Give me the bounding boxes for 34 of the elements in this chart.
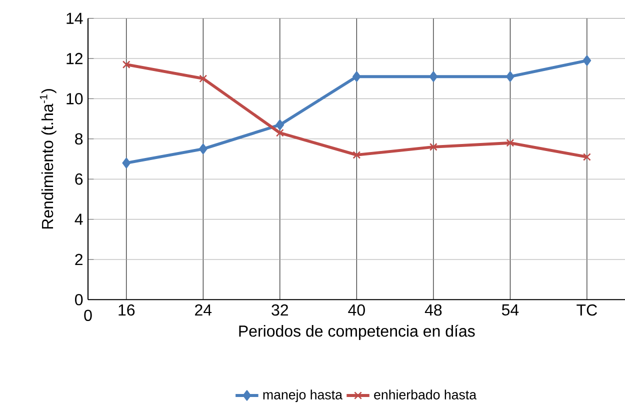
point <box>122 158 131 168</box>
y-tick-label: 4 <box>74 214 83 225</box>
point <box>352 71 361 82</box>
point <box>429 142 438 151</box>
point <box>506 71 514 82</box>
point <box>276 119 284 130</box>
y-axis-title: Rendimiento (t.ha$^{-1}$) <box>40 89 56 229</box>
y-tick-label: 10 <box>66 93 83 104</box>
point <box>506 138 514 147</box>
x-tick-label: 24 <box>195 304 212 316</box>
legend-label: enhierbado hasta <box>374 390 477 400</box>
text: 0 <box>84 310 92 322</box>
point <box>122 60 130 69</box>
y-tick-label: 12 <box>66 52 82 64</box>
point <box>276 128 284 137</box>
point <box>352 151 361 159</box>
x-tick-label: 48 <box>424 304 442 316</box>
x-tick-label: 40 <box>348 304 365 316</box>
point <box>582 55 592 66</box>
y-tick-label: 2 <box>75 254 82 266</box>
x-tick-label: 16 <box>118 304 135 316</box>
x-tick-label: 54 <box>502 304 519 316</box>
y-tick-label: 6 <box>75 173 83 185</box>
y-tick-label: 0 <box>75 294 83 306</box>
point <box>198 144 208 154</box>
x-axis-title: Periodos de competencia en días <box>239 324 475 340</box>
x-tick-label: 32 <box>272 304 288 316</box>
y-tick-label: 8 <box>75 133 83 145</box>
point <box>199 74 208 83</box>
x-tick-label: TC <box>576 304 597 316</box>
legend-label: manejo hasta <box>263 390 342 402</box>
y-tick-label: 14 <box>66 12 83 24</box>
point <box>582 153 591 161</box>
point <box>429 71 438 82</box>
